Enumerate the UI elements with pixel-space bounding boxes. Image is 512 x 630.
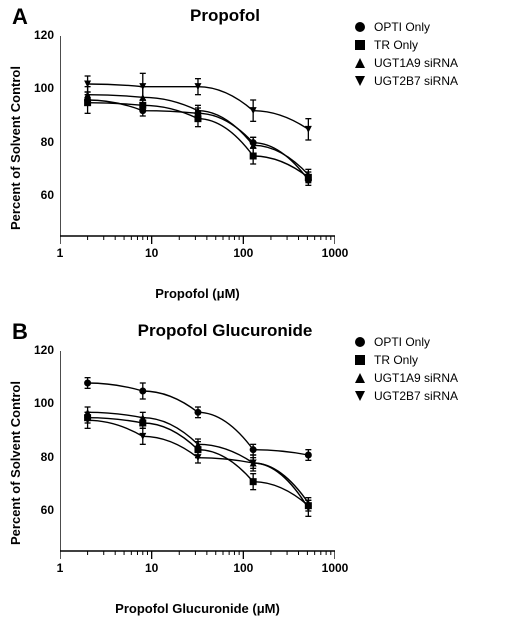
panel-A: A Propofol Percent of Solvent Control Pr… [0,0,512,315]
legend-label: OPTI Only [374,335,430,349]
y-axis-label: Percent of Solvent Control [8,381,23,545]
x-axis-label: Propofol (μM) [60,286,335,301]
legend-item: UGT1A9 siRNA [352,54,458,72]
triangle-up-icon [352,370,368,386]
circle-icon [352,334,368,350]
legend-label: TR Only [374,353,418,367]
legend-label: UGT2B7 siRNA [374,74,458,88]
y-tick-label: 100 [26,396,54,410]
y-tick-label: 120 [26,343,54,357]
x-tick-label: 1000 [317,561,353,575]
x-tick-label: 10 [134,246,170,260]
legend: OPTI Only TR Only UGT1A9 siRNA UGT2B7 siRNA [352,333,458,405]
chart-title: Propofol [115,6,335,26]
legend-label: OPTI Only [374,20,430,34]
legend-item: TR Only [352,36,458,54]
x-tick-label: 1 [42,561,78,575]
y-tick-label: 60 [26,188,54,202]
triangle-down-icon [352,73,368,89]
chart-title: Propofol Glucuronide [90,321,360,341]
legend-label: UGT2B7 siRNA [374,389,458,403]
square-icon [352,352,368,368]
x-tick-label: 10 [134,561,170,575]
chart-plot [60,34,335,256]
legend-item: TR Only [352,351,458,369]
legend-item: UGT2B7 siRNA [352,387,458,405]
legend-item: OPTI Only [352,18,458,36]
panel-B: B Propofol Glucuronide Percent of Solven… [0,315,512,630]
chart-plot [60,349,335,571]
x-tick-label: 1000 [317,246,353,260]
y-tick-label: 120 [26,28,54,42]
triangle-down-icon [352,388,368,404]
square-icon [352,37,368,53]
panel-letter: A [12,4,28,30]
y-axis-label: Percent of Solvent Control [8,66,23,230]
x-axis-label: Propofol Glucuronide (μM) [60,601,335,616]
y-tick-label: 80 [26,450,54,464]
x-tick-label: 100 [225,561,261,575]
circle-icon [352,19,368,35]
panel-letter: B [12,319,28,345]
legend-label: UGT1A9 siRNA [374,56,458,70]
legend-label: TR Only [374,38,418,52]
y-tick-label: 60 [26,503,54,517]
legend: OPTI Only TR Only UGT1A9 siRNA UGT2B7 siRNA [352,18,458,90]
triangle-up-icon [352,55,368,71]
legend-item: UGT2B7 siRNA [352,72,458,90]
x-tick-label: 100 [225,246,261,260]
x-tick-label: 1 [42,246,78,260]
legend-item: OPTI Only [352,333,458,351]
y-tick-label: 100 [26,81,54,95]
legend-item: UGT1A9 siRNA [352,369,458,387]
y-tick-label: 80 [26,135,54,149]
legend-label: UGT1A9 siRNA [374,371,458,385]
